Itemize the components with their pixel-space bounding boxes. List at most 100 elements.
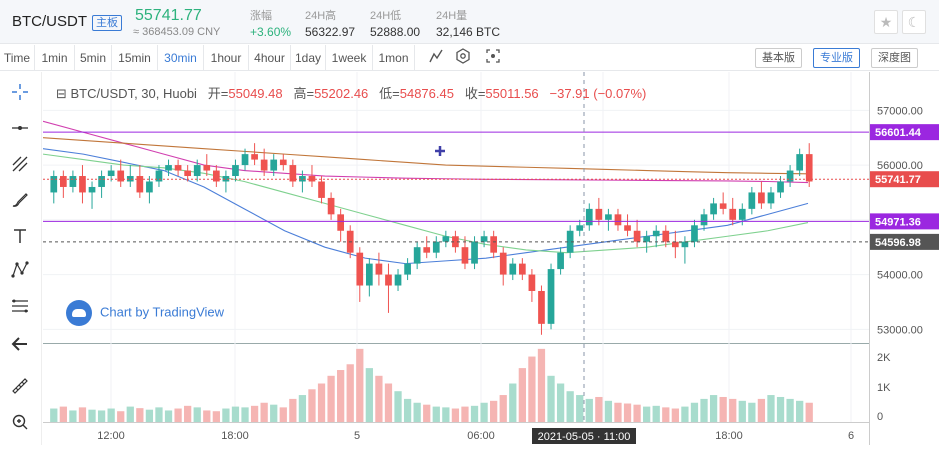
- volume-bar: [260, 402, 268, 422]
- pair-name[interactable]: BTC/USDT: [12, 13, 87, 30]
- candle-body: [748, 192, 756, 209]
- timeframe-4hour[interactable]: 4hour: [249, 45, 291, 71]
- ruler-icon[interactable]: [8, 376, 32, 400]
- watermark-text: Chart by TradingView: [100, 304, 225, 320]
- volume-bar: [117, 411, 125, 422]
- volume-bar: [174, 408, 182, 422]
- timeframe-1week[interactable]: 1week: [326, 45, 373, 71]
- view-pro-button[interactable]: 专业版: [813, 48, 860, 68]
- legend-high-label: 高=: [293, 86, 315, 101]
- candle-body: [375, 263, 383, 275]
- cursor-cross-icon: [435, 146, 445, 156]
- y-tick-label: 54000.00: [877, 270, 923, 282]
- candle-body: [538, 290, 545, 324]
- view-depth-button[interactable]: 深度图: [871, 48, 918, 68]
- moon-icon[interactable]: ☾: [902, 10, 926, 34]
- candle-body: [88, 186, 96, 193]
- timeframe-15min[interactable]: 15min: [112, 45, 158, 71]
- chart-area[interactable]: 53000.0054000.0055000.0056000.0057000.00…: [42, 72, 939, 445]
- volume-bar: [356, 348, 364, 422]
- candle-body: [174, 165, 182, 171]
- market-header: BTC/USDT 主板 55741.77 ≈ 368453.09 CNY 涨幅 …: [0, 0, 939, 44]
- zoom-icon[interactable]: [8, 412, 32, 436]
- volume-bar: [193, 407, 201, 422]
- candle-body: [557, 252, 564, 270]
- settings-icon[interactable]: [453, 48, 473, 68]
- volume-bar: [633, 404, 641, 422]
- timeframe-time[interactable]: Time: [0, 45, 35, 71]
- view-basic-button[interactable]: 基本版: [755, 48, 802, 68]
- price-line-tag: [870, 233, 939, 250]
- trend-lines-icon[interactable]: [8, 154, 32, 178]
- volume-bar: [423, 404, 431, 422]
- candle-body: [251, 154, 258, 160]
- legend-close-label: 收=: [464, 86, 486, 101]
- back-arrow-icon[interactable]: [8, 334, 32, 358]
- moving-average-line: [42, 120, 809, 184]
- price-line-tag: [870, 171, 939, 188]
- tradingview-watermark[interactable]: Chart by TradingView: [66, 300, 224, 326]
- indicators-icon[interactable]: [426, 48, 446, 68]
- volume-bar: [480, 402, 488, 422]
- volume-bar: [231, 406, 240, 422]
- volume-bar: [279, 407, 287, 422]
- candle-body: [423, 247, 431, 253]
- moving-average-line: [42, 137, 809, 175]
- volume-bar: [547, 375, 555, 422]
- candle-body: [700, 214, 708, 226]
- candle-body: [165, 165, 172, 171]
- fib-icon[interactable]: [8, 296, 32, 320]
- timeframe-1min[interactable]: 1min: [35, 45, 75, 71]
- pattern-icon[interactable]: [8, 260, 32, 284]
- timeframe-30min[interactable]: 30min: [158, 45, 204, 71]
- candle-body: [385, 274, 392, 286]
- text-tool-icon[interactable]: [8, 226, 32, 250]
- timeframe-1day[interactable]: 1day: [291, 45, 326, 71]
- horizontal-line-icon[interactable]: [8, 118, 32, 142]
- crosshair-icon[interactable]: [8, 82, 32, 106]
- volume-bar: [652, 405, 660, 422]
- volume-bar: [451, 408, 460, 422]
- star-icon[interactable]: ★: [874, 10, 898, 34]
- candle-body: [767, 192, 775, 204]
- stat-change-value: +3.60%: [250, 25, 292, 39]
- legend-low-label: 低=: [379, 86, 400, 101]
- timeframe-1hour[interactable]: 1hour: [204, 45, 249, 71]
- price-line-tag: [870, 124, 939, 141]
- candle-body: [279, 159, 287, 166]
- brush-icon[interactable]: [8, 190, 32, 214]
- candle-body: [270, 159, 278, 171]
- legend-symbol: BTC/USDT, 30, Huobi: [70, 86, 197, 101]
- candle-body: [193, 165, 201, 177]
- volume-bar: [518, 368, 526, 422]
- volume-bar: [50, 408, 58, 422]
- volume-bar: [394, 391, 402, 422]
- chart-canvas[interactable]: 53000.0054000.0055000.0056000.0057000.00…: [42, 72, 939, 445]
- x-tick-label: 18:00: [715, 430, 743, 442]
- candle-body: [595, 208, 603, 220]
- stat-low-label: 24H低: [370, 10, 402, 22]
- volume-bar: [556, 383, 565, 422]
- volume-bar: [776, 396, 785, 422]
- timeframe-5min[interactable]: 5min: [75, 45, 112, 71]
- volume-bar: [537, 348, 546, 422]
- candle-body: [356, 252, 364, 286]
- volume-bar: [690, 402, 699, 422]
- candle-body: [729, 208, 737, 220]
- volume-bar: [126, 406, 134, 422]
- volume-bar: [298, 395, 307, 422]
- stat-volume-label: 24H量: [436, 10, 468, 22]
- price-line-label: 54596.98: [875, 237, 921, 249]
- screenshot-icon[interactable]: [483, 48, 503, 68]
- tradingview-logo-icon: [66, 300, 92, 326]
- candle-body: [719, 203, 727, 209]
- legend-toggle-icon[interactable]: ⊟: [56, 86, 71, 101]
- volume-bar: [585, 398, 593, 422]
- timeframe-1mon[interactable]: 1mon: [373, 45, 415, 71]
- candle-body: [480, 236, 488, 242]
- stat-change-label: 涨幅: [250, 10, 272, 22]
- candle-body: [203, 165, 211, 171]
- candle-body: [241, 154, 249, 166]
- stat-volume-value: 32,146 BTC: [436, 25, 501, 39]
- volume-bar: [375, 375, 383, 422]
